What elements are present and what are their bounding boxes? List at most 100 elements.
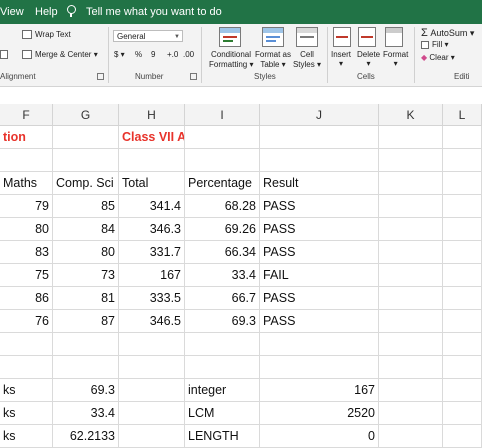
cell-L1[interactable]: [443, 126, 482, 149]
cell-I7[interactable]: 33.4: [185, 264, 260, 287]
cell-I13[interactable]: LCM: [185, 402, 260, 425]
cell-F6[interactable]: 83: [0, 241, 53, 264]
format-as-table-icon[interactable]: [262, 27, 284, 47]
cell-F4[interactable]: 79: [0, 195, 53, 218]
cell-G6[interactable]: 80: [53, 241, 119, 264]
cell-F11[interactable]: [0, 356, 53, 379]
cell-F10[interactable]: [0, 333, 53, 356]
delete-cells-icon[interactable]: [358, 27, 376, 47]
cell-G3[interactable]: Comp. Sci: [53, 172, 119, 195]
cell-K8[interactable]: [379, 287, 443, 310]
comma-button[interactable]: 9: [151, 50, 156, 59]
cell-J11[interactable]: [260, 356, 379, 379]
cell-H7[interactable]: 167: [119, 264, 185, 287]
format-cells-icon[interactable]: [385, 27, 403, 47]
cell-G5[interactable]: 84: [53, 218, 119, 241]
currency-button[interactable]: $ ▾: [114, 50, 125, 59]
cell-G2[interactable]: [53, 149, 119, 172]
cell-J7[interactable]: FAIL: [260, 264, 379, 287]
merge-center-button[interactable]: Merge & Center ▾: [22, 50, 98, 60]
cell-J12[interactable]: 167: [260, 379, 379, 402]
autosum-button[interactable]: Σ AutoSum ▾: [421, 27, 475, 39]
cell-K13[interactable]: [379, 402, 443, 425]
cell-J8[interactable]: PASS: [260, 287, 379, 310]
cell-I11[interactable]: [185, 356, 260, 379]
cell-L7[interactable]: [443, 264, 482, 287]
cell-F13[interactable]: ks: [0, 402, 53, 425]
cell-K2[interactable]: [379, 149, 443, 172]
cell-F3[interactable]: Maths: [0, 172, 53, 195]
cell-F12[interactable]: ks: [0, 379, 53, 402]
cell-J14[interactable]: 0: [260, 425, 379, 448]
cell-L13[interactable]: [443, 402, 482, 425]
number-launcher-icon[interactable]: [190, 73, 197, 80]
conditional-formatting-button[interactable]: Conditional Formatting ▾: [209, 50, 253, 70]
alignment-launcher-icon[interactable]: [97, 73, 104, 80]
insert-cells-icon[interactable]: [333, 27, 351, 47]
cell-L5[interactable]: [443, 218, 482, 241]
menu-help[interactable]: Help: [35, 6, 58, 18]
cell-K11[interactable]: [379, 356, 443, 379]
cell-G1[interactable]: [53, 126, 119, 149]
cell-F8[interactable]: 86: [0, 287, 53, 310]
cell-F14[interactable]: ks: [0, 425, 53, 448]
cell-G4[interactable]: 85: [53, 195, 119, 218]
conditional-formatting-icon[interactable]: [219, 27, 241, 47]
decrease-decimal-button[interactable]: .00: [183, 50, 195, 59]
cell-F5[interactable]: 80: [0, 218, 53, 241]
cell-I2[interactable]: [185, 149, 260, 172]
cell-K9[interactable]: [379, 310, 443, 333]
cell-J13[interactable]: 2520: [260, 402, 379, 425]
cell-K14[interactable]: [379, 425, 443, 448]
cell-I14[interactable]: LENGTH: [185, 425, 260, 448]
cell-G11[interactable]: [53, 356, 119, 379]
cell-G14[interactable]: 62.2133: [53, 425, 119, 448]
cell-L11[interactable]: [443, 356, 482, 379]
cell-G9[interactable]: 87: [53, 310, 119, 333]
cell-I3[interactable]: Percentage: [185, 172, 260, 195]
cell-H3[interactable]: Total: [119, 172, 185, 195]
percent-button[interactable]: %: [135, 50, 143, 59]
cell-I6[interactable]: 66.34: [185, 241, 260, 264]
cell-K6[interactable]: [379, 241, 443, 264]
cell-J4[interactable]: PASS: [260, 195, 379, 218]
col-header-G[interactable]: G: [53, 104, 119, 126]
cell-L2[interactable]: [443, 149, 482, 172]
cell-I5[interactable]: 69.26: [185, 218, 260, 241]
cell-H4[interactable]: 341.4: [119, 195, 185, 218]
cell-J9[interactable]: PASS: [260, 310, 379, 333]
cell-I4[interactable]: 68.28: [185, 195, 260, 218]
cell-F9[interactable]: 76: [0, 310, 53, 333]
cell-styles-icon[interactable]: [296, 27, 318, 47]
tell-me-search[interactable]: Tell me what you want to do: [86, 6, 222, 18]
delete-button[interactable]: Delete ▾: [357, 50, 381, 68]
cell-G13[interactable]: 33.4: [53, 402, 119, 425]
cell-H1[interactable]: Class VII A: [119, 126, 185, 149]
col-header-J[interactable]: J: [260, 104, 379, 126]
col-header-H[interactable]: H: [119, 104, 185, 126]
cell-K5[interactable]: [379, 218, 443, 241]
fill-button[interactable]: Fill ▾: [421, 40, 448, 49]
cell-G7[interactable]: 73: [53, 264, 119, 287]
number-format-select[interactable]: General ▼: [113, 30, 183, 42]
cell-I10[interactable]: [185, 333, 260, 356]
cell-F7[interactable]: 75: [0, 264, 53, 287]
cell-J2[interactable]: [260, 149, 379, 172]
cell-L3[interactable]: [443, 172, 482, 195]
format-button[interactable]: Format ▾: [383, 50, 409, 68]
cell-G10[interactable]: [53, 333, 119, 356]
col-header-K[interactable]: K: [379, 104, 443, 126]
cell-I9[interactable]: 69.3: [185, 310, 260, 333]
wrap-text-button[interactable]: Wrap Text: [22, 30, 71, 40]
cell-L4[interactable]: [443, 195, 482, 218]
cell-I8[interactable]: 66.7: [185, 287, 260, 310]
cell-styles-button[interactable]: Cell Styles ▾: [289, 50, 325, 70]
cell-H11[interactable]: [119, 356, 185, 379]
cell-J3[interactable]: Result: [260, 172, 379, 195]
cell-H9[interactable]: 346.5: [119, 310, 185, 333]
cell-H5[interactable]: 346.3: [119, 218, 185, 241]
insert-button[interactable]: Insert ▾: [331, 50, 352, 68]
cell-J5[interactable]: PASS: [260, 218, 379, 241]
col-header-F[interactable]: F: [0, 104, 53, 126]
cell-K3[interactable]: [379, 172, 443, 195]
